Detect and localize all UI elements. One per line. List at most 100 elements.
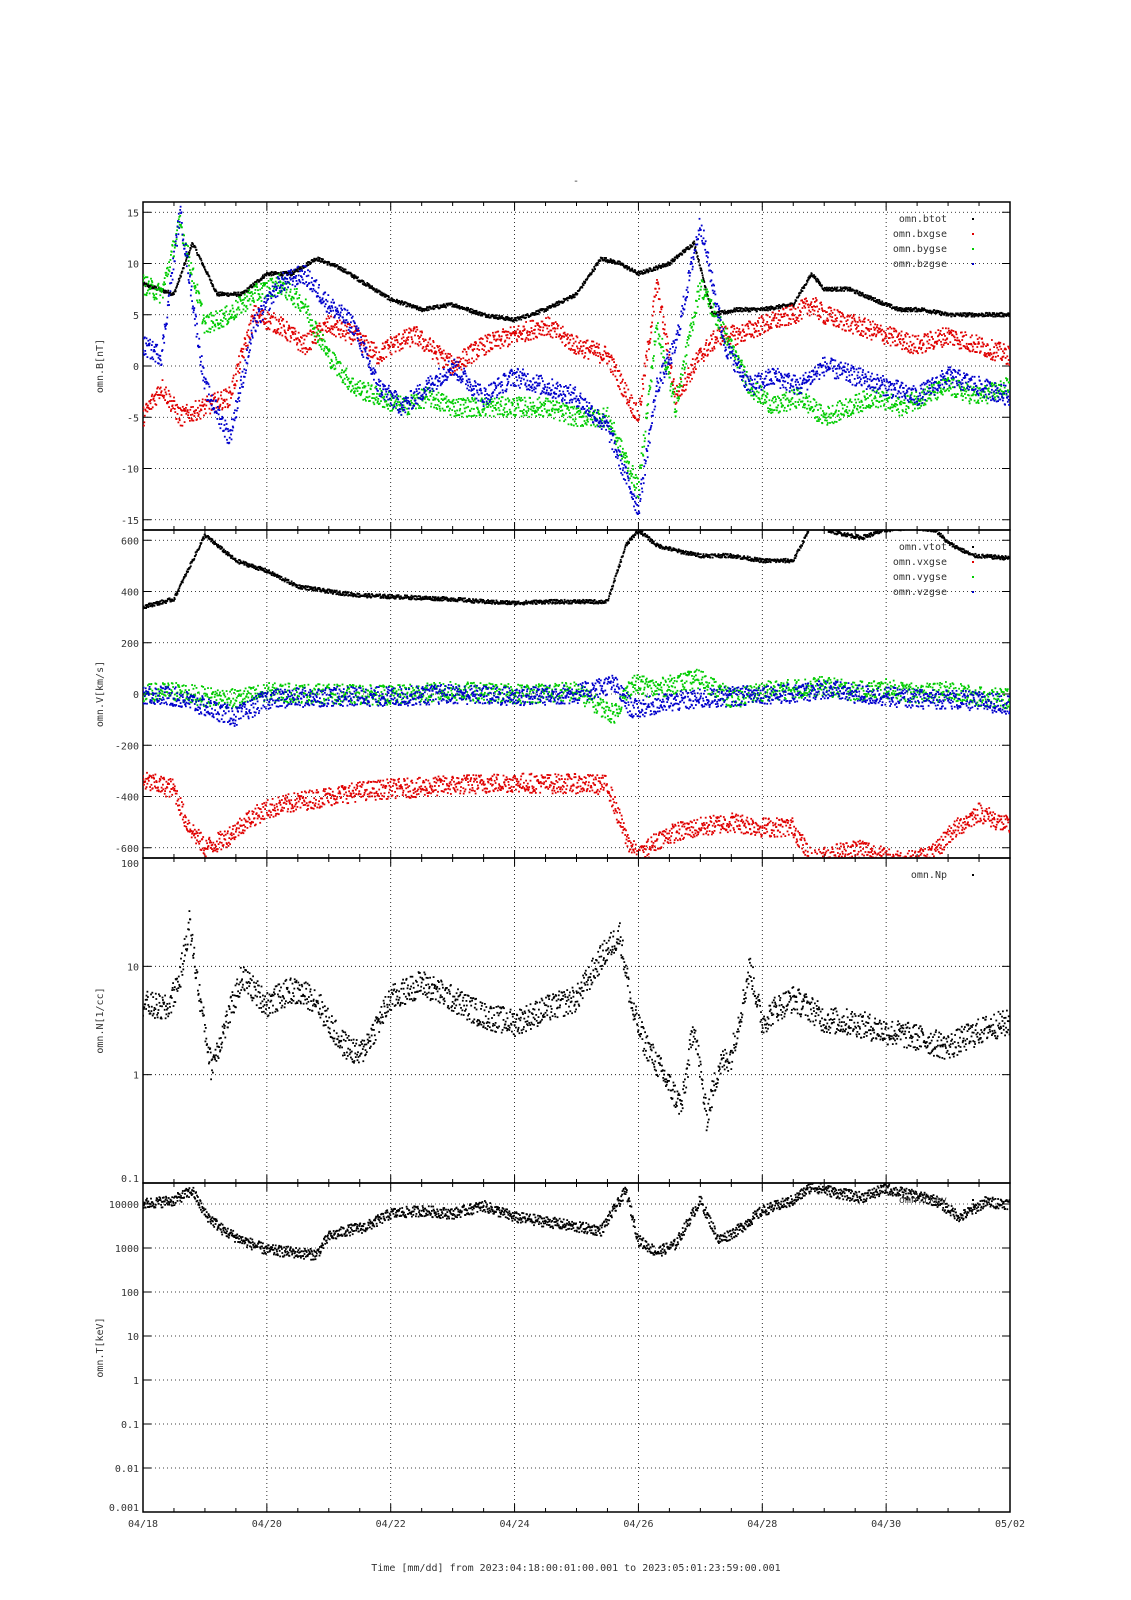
data-point	[183, 408, 185, 410]
data-point	[776, 322, 779, 325]
data-point	[393, 401, 396, 404]
data-point	[243, 356, 245, 359]
data-point	[788, 317, 791, 320]
data-point	[474, 341, 477, 343]
data-point	[284, 331, 286, 333]
data-point	[818, 308, 821, 310]
data-point	[275, 332, 277, 335]
data-point	[569, 406, 572, 409]
data-point	[757, 320, 759, 322]
data-point	[339, 336, 342, 339]
data-point	[177, 221, 179, 224]
data-point	[305, 335, 308, 338]
data-point	[438, 407, 441, 410]
data-point	[856, 289, 859, 292]
data-point	[810, 303, 812, 305]
data-point	[564, 333, 567, 336]
data-point	[269, 287, 271, 290]
data-point	[759, 309, 762, 312]
data-point	[683, 390, 686, 392]
data-point	[403, 303, 406, 305]
data-point	[144, 276, 147, 279]
data-point	[729, 342, 732, 345]
data-point	[838, 323, 841, 326]
data-point	[455, 305, 458, 308]
data-point	[507, 345, 509, 348]
data-point	[809, 304, 811, 307]
data-point	[983, 354, 986, 356]
data-point	[143, 409, 144, 412]
data-point	[468, 414, 470, 417]
data-point	[350, 274, 353, 277]
data-point	[518, 336, 520, 338]
data-point	[256, 299, 259, 301]
data-point	[722, 335, 725, 337]
data-point	[358, 393, 361, 395]
data-point	[251, 293, 254, 295]
data-point	[217, 291, 220, 294]
data-point	[986, 312, 988, 314]
data-point	[516, 402, 519, 405]
data-point	[293, 327, 296, 330]
data-point	[519, 399, 522, 402]
data-point	[329, 331, 332, 334]
data-point	[281, 334, 284, 337]
data-point	[615, 364, 618, 366]
data-point	[1003, 352, 1006, 355]
data-point	[791, 304, 793, 307]
data-point	[431, 358, 434, 360]
data-point	[267, 320, 270, 323]
data-point	[787, 314, 789, 317]
data-point	[876, 300, 879, 303]
data-point	[369, 349, 372, 351]
data-point	[687, 367, 690, 369]
data-point	[285, 291, 288, 294]
data-point	[889, 344, 892, 347]
data-point	[601, 359, 604, 362]
data-point	[227, 322, 229, 325]
data-point	[285, 320, 288, 323]
data-point	[327, 327, 329, 329]
data-point	[537, 322, 539, 325]
data-point	[392, 343, 395, 346]
data-point	[469, 400, 472, 403]
data-point	[456, 356, 459, 359]
data-point	[233, 318, 235, 321]
data-point	[805, 297, 807, 300]
data-point	[976, 346, 979, 348]
data-point	[500, 405, 503, 407]
data-point	[525, 336, 528, 339]
data-point	[313, 331, 316, 334]
data-point	[635, 271, 638, 274]
data-point	[200, 303, 203, 306]
data-point	[566, 338, 569, 341]
data-point	[155, 293, 158, 295]
data-point	[467, 399, 470, 401]
data-point	[294, 333, 297, 335]
data-point	[633, 415, 636, 417]
data-point	[201, 322, 204, 325]
data-point	[440, 394, 442, 396]
data-point	[289, 335, 292, 337]
data-point	[195, 289, 198, 292]
data-point	[452, 371, 454, 374]
data-point	[674, 403, 677, 405]
data-point	[254, 292, 256, 294]
data-point	[826, 317, 829, 320]
data-point	[362, 344, 365, 347]
data-point	[531, 409, 534, 412]
data-point	[448, 409, 450, 412]
data-point	[779, 307, 782, 310]
data-point	[374, 386, 377, 389]
data-point	[799, 314, 802, 316]
data-point	[576, 345, 578, 348]
data-point	[967, 312, 969, 315]
data-point	[220, 397, 223, 400]
data-point	[658, 287, 661, 290]
data-point	[523, 328, 526, 331]
data-point	[416, 305, 419, 308]
data-point	[277, 320, 280, 323]
data-point	[731, 333, 734, 336]
data-point	[545, 333, 548, 336]
data-point	[741, 336, 743, 339]
